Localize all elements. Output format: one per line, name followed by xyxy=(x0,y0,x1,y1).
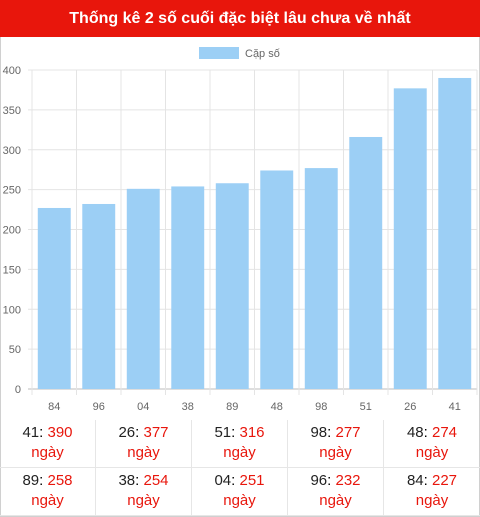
y-tick-label: 0 xyxy=(15,384,21,396)
x-tick-label: 41 xyxy=(449,401,461,413)
x-tick-label: 98 xyxy=(315,401,327,413)
stat-cell: 48: 274 ngày xyxy=(384,420,480,468)
bar-26 xyxy=(393,88,427,389)
bar-38 xyxy=(171,186,205,389)
x-tick-label: 48 xyxy=(271,401,283,413)
x-tick-label: 84 xyxy=(48,401,60,413)
legend-label: Cặp số xyxy=(245,48,280,60)
y-tick-label: 150 xyxy=(3,264,21,276)
stat-cell: 26: 377 ngày xyxy=(96,420,192,468)
x-tick-label: 89 xyxy=(226,401,238,413)
stat-cell: 51: 316 ngày xyxy=(192,420,288,468)
bar-48 xyxy=(260,170,294,389)
y-tick-label: 300 xyxy=(3,145,21,157)
y-tick-label: 400 xyxy=(3,65,21,77)
bar-84 xyxy=(37,207,71,389)
bar-41 xyxy=(438,77,472,389)
stat-cell: 41: 390 ngày xyxy=(0,420,96,468)
y-tick-label: 100 xyxy=(3,304,21,316)
bar-51 xyxy=(349,136,383,389)
stat-cell: 38: 254 ngày xyxy=(96,468,192,516)
y-tick-label: 200 xyxy=(3,225,21,237)
stats-table: 41: 390 ngày 26: 377 ngày 51: 316 ngày 98: … xyxy=(0,420,480,516)
bar-98 xyxy=(304,168,338,389)
stat-cell: 84: 227 ngày xyxy=(384,468,480,516)
x-tick-label: 96 xyxy=(93,401,105,413)
x-tick-label: 26 xyxy=(404,401,416,413)
bar-04 xyxy=(126,188,160,389)
x-tick-label: 04 xyxy=(137,401,149,413)
bar-chart: 0 50 100 150 200 250 300 350 400 84 96 04 38 89 48 98 51… xyxy=(3,47,478,413)
y-tick-label: 250 xyxy=(3,185,21,197)
page-title: Thống kê 2 số cuối đặc biệt lâu chưa về … xyxy=(69,9,411,27)
stat-cell: 89: 258 ngày xyxy=(0,468,96,516)
x-tick-label: 38 xyxy=(182,401,194,413)
y-tick-label: 50 xyxy=(9,344,21,356)
x-tick-label: 51 xyxy=(360,401,372,413)
bar-96 xyxy=(82,203,116,389)
legend-swatch xyxy=(199,47,239,59)
bar-89 xyxy=(215,183,249,389)
stat-cell: 98: 277 ngày xyxy=(288,420,384,468)
stat-cell: 04: 251 ngày xyxy=(192,468,288,516)
y-tick-label: 350 xyxy=(3,105,21,117)
stat-cell: 96: 232 ngày xyxy=(288,468,384,516)
header-bar: Thống kê 2 số cuối đặc biệt lâu chưa về … xyxy=(0,0,480,37)
